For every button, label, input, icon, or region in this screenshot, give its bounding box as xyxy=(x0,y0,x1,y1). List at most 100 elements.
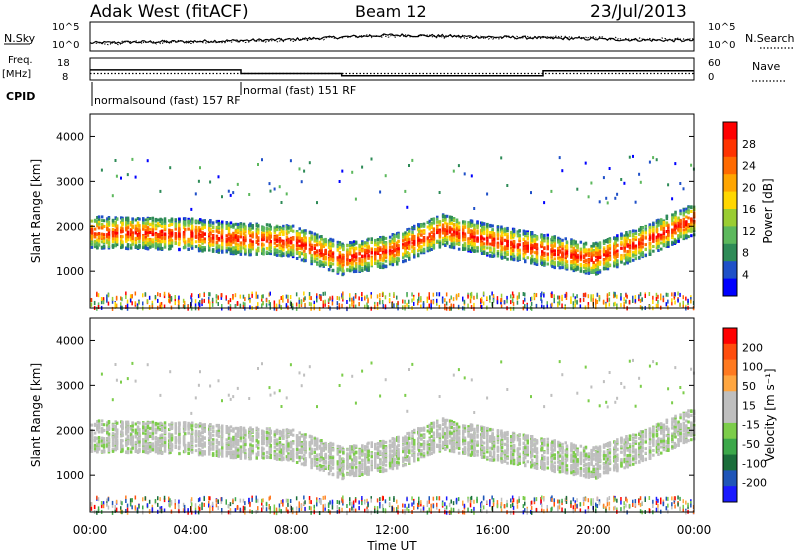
power-cell xyxy=(411,158,414,162)
power-cell xyxy=(154,246,158,250)
power-cell xyxy=(144,225,148,229)
power-cell xyxy=(632,154,634,158)
power-cell xyxy=(511,299,514,303)
power-cell xyxy=(148,305,151,309)
power-cell xyxy=(298,255,301,259)
power-cell xyxy=(151,238,155,242)
power-cell xyxy=(157,222,160,226)
power-cell xyxy=(273,187,276,191)
power-cell xyxy=(500,236,504,240)
power-cell xyxy=(616,265,619,269)
power-cell xyxy=(486,296,488,301)
power-cell xyxy=(396,241,399,245)
power-cell xyxy=(667,292,669,297)
power-cell xyxy=(374,249,377,253)
power-cell xyxy=(557,263,560,267)
power-cell xyxy=(506,235,509,239)
power-cell xyxy=(194,235,198,239)
power-cell xyxy=(641,297,643,302)
power-cell xyxy=(364,251,367,255)
power-cell xyxy=(342,256,345,260)
power-cell xyxy=(134,245,138,249)
power-cell xyxy=(242,301,245,306)
power-cell xyxy=(582,270,586,274)
power-cell xyxy=(430,225,433,229)
power-cell xyxy=(97,243,101,247)
power-cell xyxy=(229,225,233,229)
power-cell xyxy=(376,238,380,242)
power-cell xyxy=(592,264,595,267)
power-cell xyxy=(229,242,233,246)
power-cell xyxy=(229,193,232,197)
power-cell xyxy=(232,224,235,228)
power-cell xyxy=(336,301,339,306)
power-cell xyxy=(182,304,185,309)
power-cell xyxy=(364,296,366,301)
power-cell xyxy=(397,257,400,261)
power-cell xyxy=(248,231,251,235)
power-cell xyxy=(572,269,576,273)
power-cell xyxy=(558,156,561,160)
power-cell xyxy=(102,300,105,305)
power-cell xyxy=(457,247,461,251)
power-cell xyxy=(107,233,111,237)
power-cell xyxy=(275,238,279,242)
power-cell xyxy=(598,253,602,257)
power-cell xyxy=(291,246,295,250)
power-cell xyxy=(310,306,312,311)
power-cell xyxy=(657,223,660,227)
power-cell xyxy=(384,259,388,263)
power-cell xyxy=(546,233,549,237)
power-cell xyxy=(660,296,662,301)
power-cell xyxy=(291,229,295,233)
power-cell xyxy=(146,228,150,232)
power-cell xyxy=(298,239,301,243)
power-cell xyxy=(441,298,444,303)
nsky-label: N.Sky xyxy=(4,32,36,45)
power-cell xyxy=(486,251,489,255)
power-cell xyxy=(614,245,617,249)
power-cell xyxy=(582,263,586,267)
power-cell xyxy=(144,244,148,248)
power-cell xyxy=(565,244,569,248)
power-cell xyxy=(169,166,172,170)
power-cell xyxy=(553,236,556,240)
power-cell xyxy=(620,296,622,301)
power-cell xyxy=(574,298,576,303)
power-cell xyxy=(674,222,677,226)
power-cell xyxy=(506,295,508,300)
power-cell xyxy=(361,297,363,302)
power-cell xyxy=(404,238,407,242)
power-cell xyxy=(587,248,591,252)
power-cell xyxy=(467,221,470,225)
power-cell xyxy=(634,229,638,233)
power-cell xyxy=(417,301,419,306)
power-cell xyxy=(561,242,564,246)
power-cell xyxy=(331,252,335,256)
power-cell xyxy=(100,168,103,172)
power-cell xyxy=(486,241,489,245)
power-cell xyxy=(592,269,595,273)
power-cell xyxy=(313,233,316,237)
power-cell xyxy=(255,248,258,252)
power-cell xyxy=(541,252,544,256)
power-cell xyxy=(491,302,493,307)
power-cell xyxy=(138,224,141,228)
power-cell xyxy=(285,241,289,245)
power-cell xyxy=(422,302,425,307)
power-cell xyxy=(338,268,342,272)
power-cell xyxy=(587,294,590,299)
power-cell xyxy=(336,296,339,300)
power-cell xyxy=(620,303,622,308)
power-cell xyxy=(652,224,655,228)
power-cell xyxy=(626,235,629,239)
power-cell xyxy=(316,239,319,242)
power-cell xyxy=(285,225,289,229)
power-cell xyxy=(236,250,240,254)
power-cell xyxy=(524,259,527,263)
power-cell xyxy=(598,250,602,254)
power-cell xyxy=(512,240,516,244)
power-cell xyxy=(638,297,640,302)
power-cell xyxy=(255,291,257,296)
power-cell xyxy=(349,251,352,255)
